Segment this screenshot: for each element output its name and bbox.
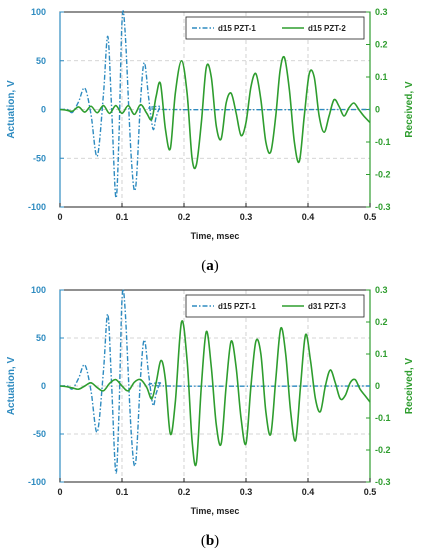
panel-label: (b) (201, 533, 219, 549)
right-tick-label: 0 (375, 105, 380, 115)
left-tick-label: -50 (33, 153, 46, 163)
right-tick-label: 0.2 (375, 40, 388, 50)
left-tick-label: 100 (31, 7, 46, 17)
left-tick-label: 50 (36, 333, 46, 343)
right-tick-label: -0.3 (375, 202, 391, 212)
left-tick-label: -100 (28, 477, 46, 487)
series-line-received (59, 55, 371, 170)
panel-label-letter: a (206, 258, 214, 274)
panel-label-letter: b (206, 533, 214, 549)
x-axis-label: Time, msec (191, 506, 240, 516)
legend-entry-label: d31 PZT-3 (308, 302, 346, 311)
x-tick-label: 0.2 (178, 212, 191, 222)
x-tick-label: 0.5 (364, 212, 377, 222)
y-axis-label-left: Actuation, V (6, 80, 17, 139)
x-tick-label: 0.3 (240, 212, 253, 222)
legend-box (185, 294, 365, 318)
chart-panel-b: 0 0.1 0.2 0.3 0.4 0.5 100 50 0 -50 -100 0.3 0.2 0.1 0 -… (6, 285, 415, 549)
left-tick-label: 0 (41, 381, 46, 391)
chart-panel-a: 0 0.1 0.2 0.3 0.4 0.5 100 50 0 -50 -100 0.3 0.2 0.1 0 -… (6, 7, 415, 274)
x-tick-label: 0 (57, 212, 62, 222)
panel-label-close: ) (214, 533, 219, 549)
right-tick-label: 0.1 (375, 72, 388, 82)
left-tick-label: -100 (28, 202, 46, 212)
right-tick-label: 0.3 (375, 7, 388, 17)
right-tick-label: 0.1 (375, 349, 388, 359)
left-tick-label: 0 (41, 105, 46, 115)
series-line-actuation (59, 288, 371, 474)
right-tick-label: -0.3 (375, 477, 391, 487)
right-tick-label: 0.3 (375, 285, 388, 295)
left-tick-label: 50 (36, 56, 46, 66)
x-tick-label: 0.5 (364, 487, 377, 497)
series-line-received (59, 320, 371, 467)
y-axis-label-right: Received, V (404, 81, 415, 137)
x-tick-label: 0.3 (240, 487, 253, 497)
y-axis-label-right: Received, V (404, 358, 415, 414)
legend-box (185, 16, 365, 40)
right-tick-label: -0.2 (375, 445, 391, 455)
right-tick-label: 0 (375, 381, 380, 391)
legend-entry-label: d15 PZT-2 (308, 24, 346, 33)
right-tick-label: -0.1 (375, 413, 391, 423)
panel-label-close: ) (214, 258, 219, 274)
x-tick-label: 0.1 (116, 487, 129, 497)
x-tick-label: 0.2 (178, 487, 191, 497)
panel-label-open: ( (201, 258, 206, 274)
legend-entry-label: d15 PZT-1 (218, 302, 256, 311)
panel-label-open: ( (201, 533, 206, 549)
x-tick-label: 0.4 (302, 212, 315, 222)
series-line-actuation (59, 10, 371, 199)
x-tick-label: 0.1 (116, 212, 129, 222)
legend: d15 PZT-1 d31 PZT-3 (185, 294, 365, 318)
x-axis-label: Time, msec (191, 231, 240, 241)
panel-label: (a) (201, 258, 219, 274)
left-tick-label: -50 (33, 429, 46, 439)
legend-entry-label: d15 PZT-1 (218, 24, 256, 33)
x-tick-label: 0 (57, 487, 62, 497)
right-tick-label: -0.1 (375, 137, 391, 147)
left-tick-label: 100 (31, 285, 46, 295)
y-axis-label-left: Actuation, V (6, 357, 17, 416)
right-tick-label: -0.2 (375, 170, 391, 180)
legend: d15 PZT-1 d15 PZT-2 (185, 16, 365, 40)
x-tick-label: 0.4 (302, 487, 315, 497)
right-tick-label: 0.2 (375, 317, 388, 327)
